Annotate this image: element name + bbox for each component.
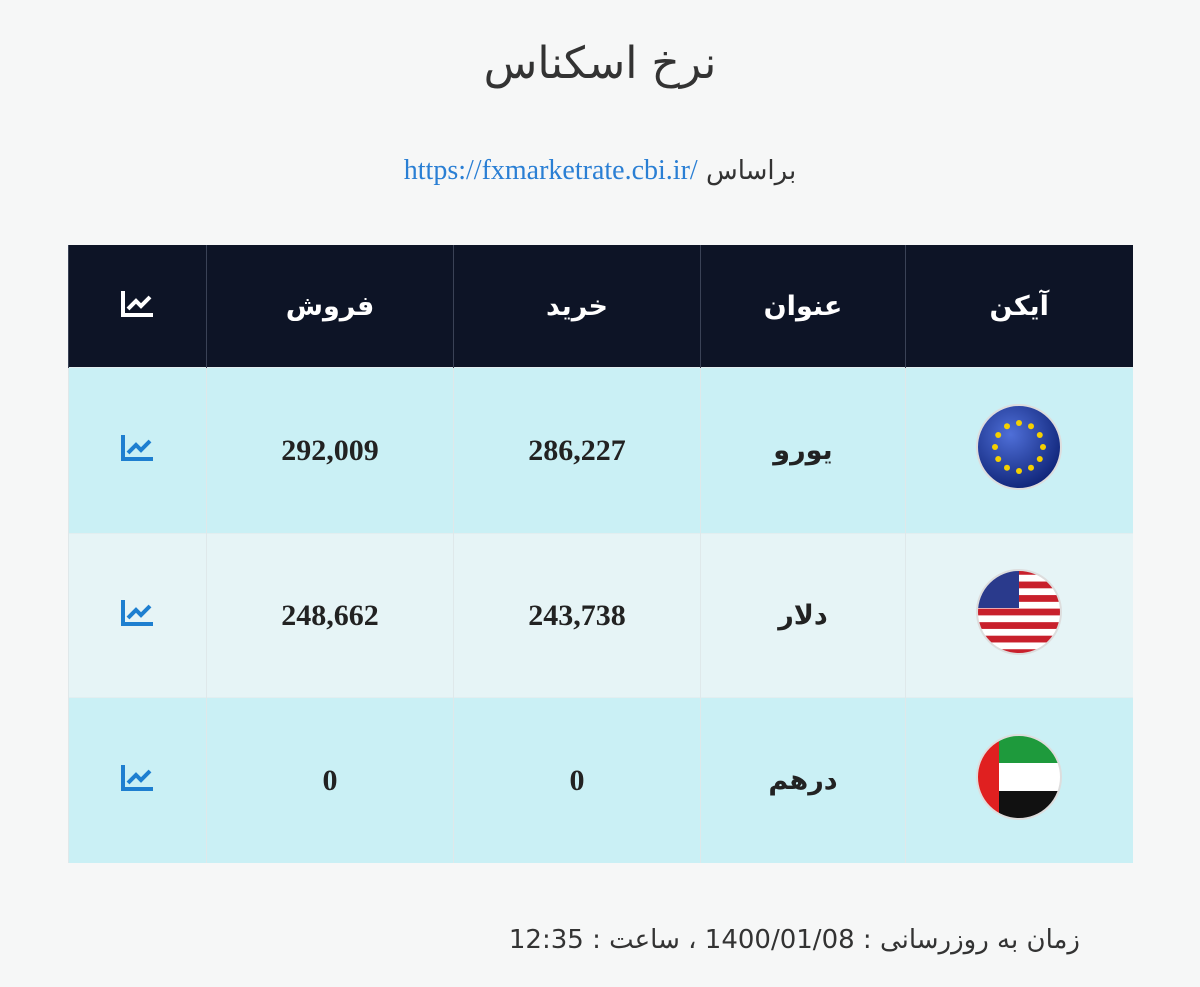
- star: [1037, 456, 1044, 462]
- stripe: [977, 608, 1062, 616]
- currency-name: یورو: [700, 367, 906, 534]
- star: [1004, 423, 1011, 430]
- uae-flag: [976, 734, 1063, 820]
- rates-table: آیکن عنوان خرید فروش یورو 286,227 292,00…: [68, 245, 1133, 863]
- stripe: [977, 649, 1062, 654]
- header-row: آیکن عنوان خرید فروش: [68, 245, 1133, 368]
- sell-rate: 292,009: [206, 367, 454, 534]
- flag-cell: [905, 533, 1133, 698]
- table-row: دلار 243,738 248,662: [68, 533, 1133, 698]
- us-flag: [976, 569, 1063, 655]
- chart-icon[interactable]: [120, 432, 156, 462]
- sell-rate: 0: [206, 697, 454, 863]
- source-prefix: براساس: [705, 156, 797, 186]
- star: [1040, 444, 1047, 450]
- table-row: درهم 0 0: [68, 697, 1133, 863]
- currency-name: درهم: [700, 697, 906, 863]
- star: [1037, 432, 1044, 438]
- table-row: یورو 286,227 292,009: [68, 367, 1133, 534]
- column-header: عنوان: [700, 245, 906, 368]
- column-header: آیکن: [905, 245, 1133, 368]
- column-header: فروش: [206, 245, 454, 368]
- page-title: نرخ اسکناس: [483, 38, 717, 89]
- source-line: براساس https://fxmarketrate.cbi.ir/: [0, 155, 1200, 187]
- stripe: [977, 635, 1062, 643]
- buy-rate: 243,738: [453, 533, 701, 698]
- buy-rate: 286,227: [453, 367, 701, 534]
- star: [992, 444, 999, 450]
- star: [1016, 468, 1023, 474]
- eu-flag: [976, 404, 1063, 490]
- flag-cell: [905, 697, 1133, 863]
- currency-name: دلار: [700, 533, 906, 698]
- chart-icon: [120, 290, 153, 317]
- chart-cell[interactable]: [68, 533, 207, 698]
- stripe: [977, 622, 1062, 629]
- chart-header: [68, 245, 207, 368]
- column-header: خرید: [453, 245, 701, 368]
- source-link[interactable]: https://fxmarketrate.cbi.ir/: [403, 155, 698, 186]
- star: [1004, 464, 1011, 471]
- star: [1028, 464, 1035, 471]
- update-time: زمان به روزرسانی : 1400/01/08 ، ساعت : 1…: [508, 925, 1080, 955]
- sell-rate: 248,662: [206, 533, 454, 698]
- star: [995, 456, 1002, 462]
- star: [1028, 423, 1035, 430]
- chart-cell[interactable]: [68, 697, 207, 863]
- star: [1016, 420, 1023, 426]
- star: [995, 432, 1002, 438]
- buy-rate: 0: [453, 697, 701, 863]
- chart-icon[interactable]: [120, 762, 156, 792]
- chart-icon[interactable]: [120, 597, 156, 627]
- chart-cell[interactable]: [68, 367, 207, 534]
- flag-cell: [905, 367, 1133, 534]
